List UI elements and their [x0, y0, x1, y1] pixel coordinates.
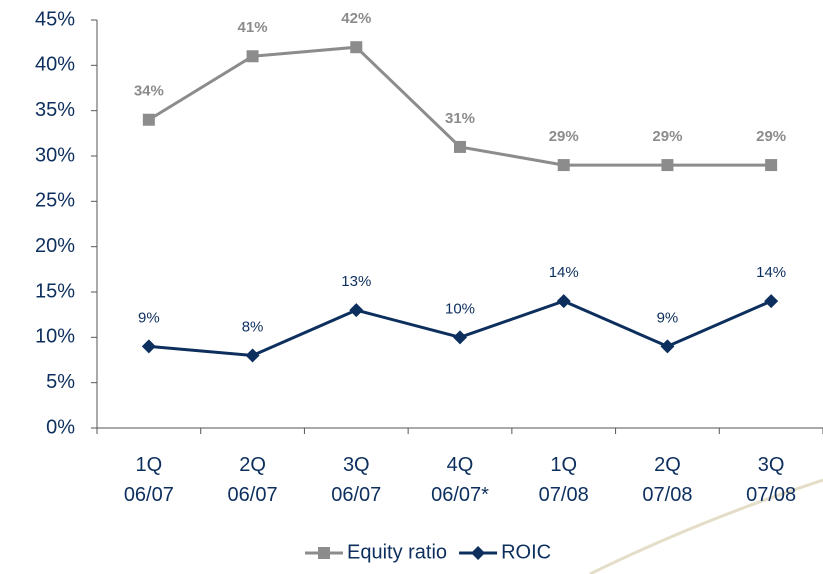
legend-label: Equity ratio: [347, 541, 447, 563]
y-tick-label: 35%: [35, 99, 75, 121]
data-label: 14%: [756, 264, 786, 281]
data-label: 13%: [341, 273, 371, 290]
data-label: 10%: [445, 300, 475, 317]
x-tick-label: 1Q 07/08: [538, 454, 589, 506]
y-tick-label: 40%: [35, 54, 75, 76]
point: [245, 348, 260, 363]
data-label: 29%: [549, 128, 579, 145]
x-tick-label: 3Q 07/08: [746, 454, 797, 506]
data-label: 14%: [549, 264, 579, 281]
legend-marker: [318, 547, 330, 559]
data-label: 31%: [445, 110, 475, 127]
point: [453, 330, 467, 345]
point: [661, 159, 674, 172]
legend-marker: [471, 546, 486, 560]
x-tick-label: 2Q 07/08: [642, 454, 693, 506]
point: [557, 159, 570, 172]
point: [349, 303, 364, 318]
point: [764, 294, 779, 309]
y-tick-label: 15%: [35, 280, 75, 302]
y-tick-label: 0%: [46, 416, 75, 438]
y-tick-label: 10%: [35, 326, 75, 348]
x-tick-label: 3Q 06/07: [331, 454, 382, 506]
point: [142, 113, 155, 126]
point: [350, 41, 363, 54]
x-tick-label: 4Q 06/07*: [431, 454, 489, 506]
x-tick-label: 1Q 06/07: [123, 454, 174, 506]
data-label: 29%: [652, 128, 682, 145]
data-label: 42%: [341, 10, 371, 27]
point: [765, 159, 778, 172]
y-tick-label: 5%: [46, 371, 75, 393]
data-label: 34%: [134, 83, 164, 100]
data-label: 9%: [138, 309, 160, 326]
point: [556, 294, 571, 309]
y-tick-label: 25%: [35, 190, 75, 212]
point: [246, 50, 259, 63]
y-tick-label: 30%: [35, 144, 75, 166]
point: [454, 140, 466, 153]
data-label: 9%: [657, 309, 679, 326]
point: [660, 339, 675, 354]
y-tick-label: 20%: [35, 235, 75, 257]
point: [141, 339, 156, 354]
data-label: 29%: [756, 128, 786, 145]
data-label: 41%: [238, 19, 268, 36]
data-label: 8%: [242, 318, 264, 335]
decorative-swoosh: [589, 478, 823, 574]
legend-label: ROIC: [501, 541, 551, 563]
x-tick-label: 2Q 06/07: [227, 454, 278, 506]
y-tick-label: 45%: [35, 8, 75, 30]
